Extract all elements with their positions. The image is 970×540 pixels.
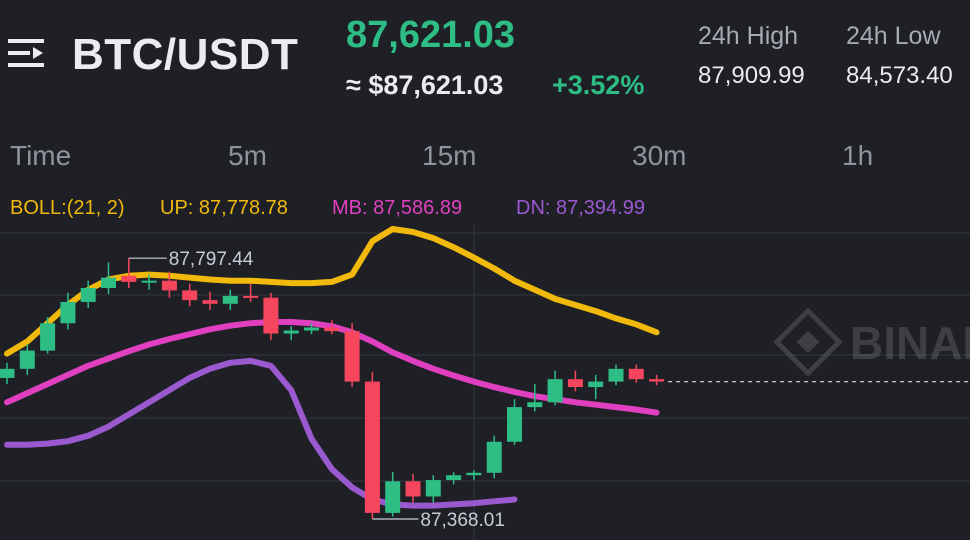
candle[interactable]	[161, 271, 177, 298]
candle[interactable]	[121, 258, 137, 288]
high-marker-label: 87,797.44	[169, 249, 254, 270]
last-price: 87,621.03	[346, 14, 516, 56]
candle[interactable]	[425, 475, 441, 503]
candle-body	[222, 295, 238, 304]
candle-body	[405, 481, 421, 497]
candle-body	[527, 402, 543, 408]
approx-usd-price: ≈ $87,621.03	[346, 70, 504, 100]
candle[interactable]	[222, 289, 238, 310]
candle-body	[182, 290, 198, 301]
candle[interactable]	[446, 472, 462, 485]
candle[interactable]	[628, 364, 644, 383]
candle-body	[202, 300, 218, 304]
candle[interactable]	[567, 370, 583, 392]
candle-body	[243, 295, 259, 298]
candle[interactable]	[527, 384, 543, 412]
candle-body	[547, 379, 563, 403]
candle-body	[588, 381, 604, 388]
candle[interactable]	[304, 323, 319, 335]
candle-body	[608, 368, 624, 382]
binance-logo-icon	[773, 307, 843, 377]
tab-5m[interactable]: 5m	[228, 140, 267, 171]
candlestick-chart[interactable]: BINANCE 87,797.44 87,368.01	[0, 225, 970, 540]
candle-body	[344, 331, 360, 382]
candle[interactable]	[263, 292, 279, 341]
candle[interactable]	[649, 374, 665, 386]
boll-mb-value: MB: 87,586.89	[332, 197, 463, 219]
tab-1h[interactable]: 1h	[842, 140, 874, 171]
candle[interactable]	[385, 472, 401, 517]
boll-lower-line	[4, 357, 518, 509]
candle[interactable]	[19, 344, 35, 375]
candle-body	[283, 330, 299, 334]
candle-body	[507, 407, 522, 442]
candle-body	[628, 368, 644, 380]
candle[interactable]	[243, 283, 259, 302]
candle[interactable]	[507, 399, 522, 445]
candle[interactable]	[324, 320, 340, 335]
menu-lines-icon[interactable]	[6, 32, 48, 74]
candle-body	[649, 379, 665, 382]
candle-body	[141, 280, 157, 283]
candle[interactable]	[60, 292, 76, 330]
tab-15m[interactable]: 15m	[422, 140, 477, 171]
high-24h-label: 24h High	[698, 22, 799, 50]
candle-body	[446, 475, 462, 481]
high-24h-value: 87,909.99	[698, 62, 805, 89]
candle[interactable]	[405, 473, 421, 503]
boll-dn-value: DN: 87,394.99	[516, 197, 645, 219]
candle-body	[60, 301, 76, 324]
candle-body	[101, 277, 116, 288]
low-24h-label: 24h Low	[846, 22, 941, 50]
candle[interactable]	[547, 370, 563, 406]
candle[interactable]	[141, 274, 157, 290]
candle-body	[121, 275, 137, 282]
boll-upper-line	[4, 226, 660, 357]
candle[interactable]	[182, 283, 198, 307]
boll-label: BOLL:(21, 2)	[10, 197, 125, 219]
candle-body	[161, 280, 177, 291]
binance-watermark: BINANCE	[773, 307, 970, 377]
candle-body	[0, 368, 15, 378]
price-change-percent: +3.52%	[552, 70, 645, 100]
low-24h-value: 84,573.40	[846, 62, 953, 89]
candle[interactable]	[344, 323, 360, 388]
candle[interactable]	[486, 435, 502, 479]
candle-body	[364, 381, 380, 513]
candle-body	[486, 441, 502, 473]
candle-body	[567, 379, 583, 388]
tab-time[interactable]: Time	[10, 140, 72, 171]
candle-body	[263, 297, 279, 334]
watermark-text: BINANCE	[850, 317, 970, 369]
low-marker-label: 87,368.01	[420, 510, 505, 531]
candle[interactable]	[0, 362, 15, 385]
candle-body	[19, 350, 35, 369]
candle[interactable]	[101, 262, 116, 295]
candle[interactable]	[40, 317, 56, 354]
pair-title[interactable]: BTC/USDT	[72, 30, 299, 79]
candle[interactable]	[588, 374, 604, 400]
candle[interactable]	[364, 371, 380, 519]
candle[interactable]	[608, 364, 624, 386]
candle-body	[40, 323, 56, 351]
candle[interactable]	[80, 280, 96, 309]
candle-body	[304, 327, 319, 331]
candle-body	[385, 481, 401, 513]
boll-up-value: UP: 87,778.78	[160, 197, 288, 219]
candle[interactable]	[466, 470, 482, 481]
candle[interactable]	[202, 291, 218, 310]
tab-30m[interactable]: 30m	[632, 140, 687, 171]
candle[interactable]	[283, 326, 299, 341]
candle-body	[80, 287, 96, 302]
candle-body	[466, 472, 482, 476]
candle-body	[425, 480, 441, 497]
candle-body	[324, 327, 340, 332]
